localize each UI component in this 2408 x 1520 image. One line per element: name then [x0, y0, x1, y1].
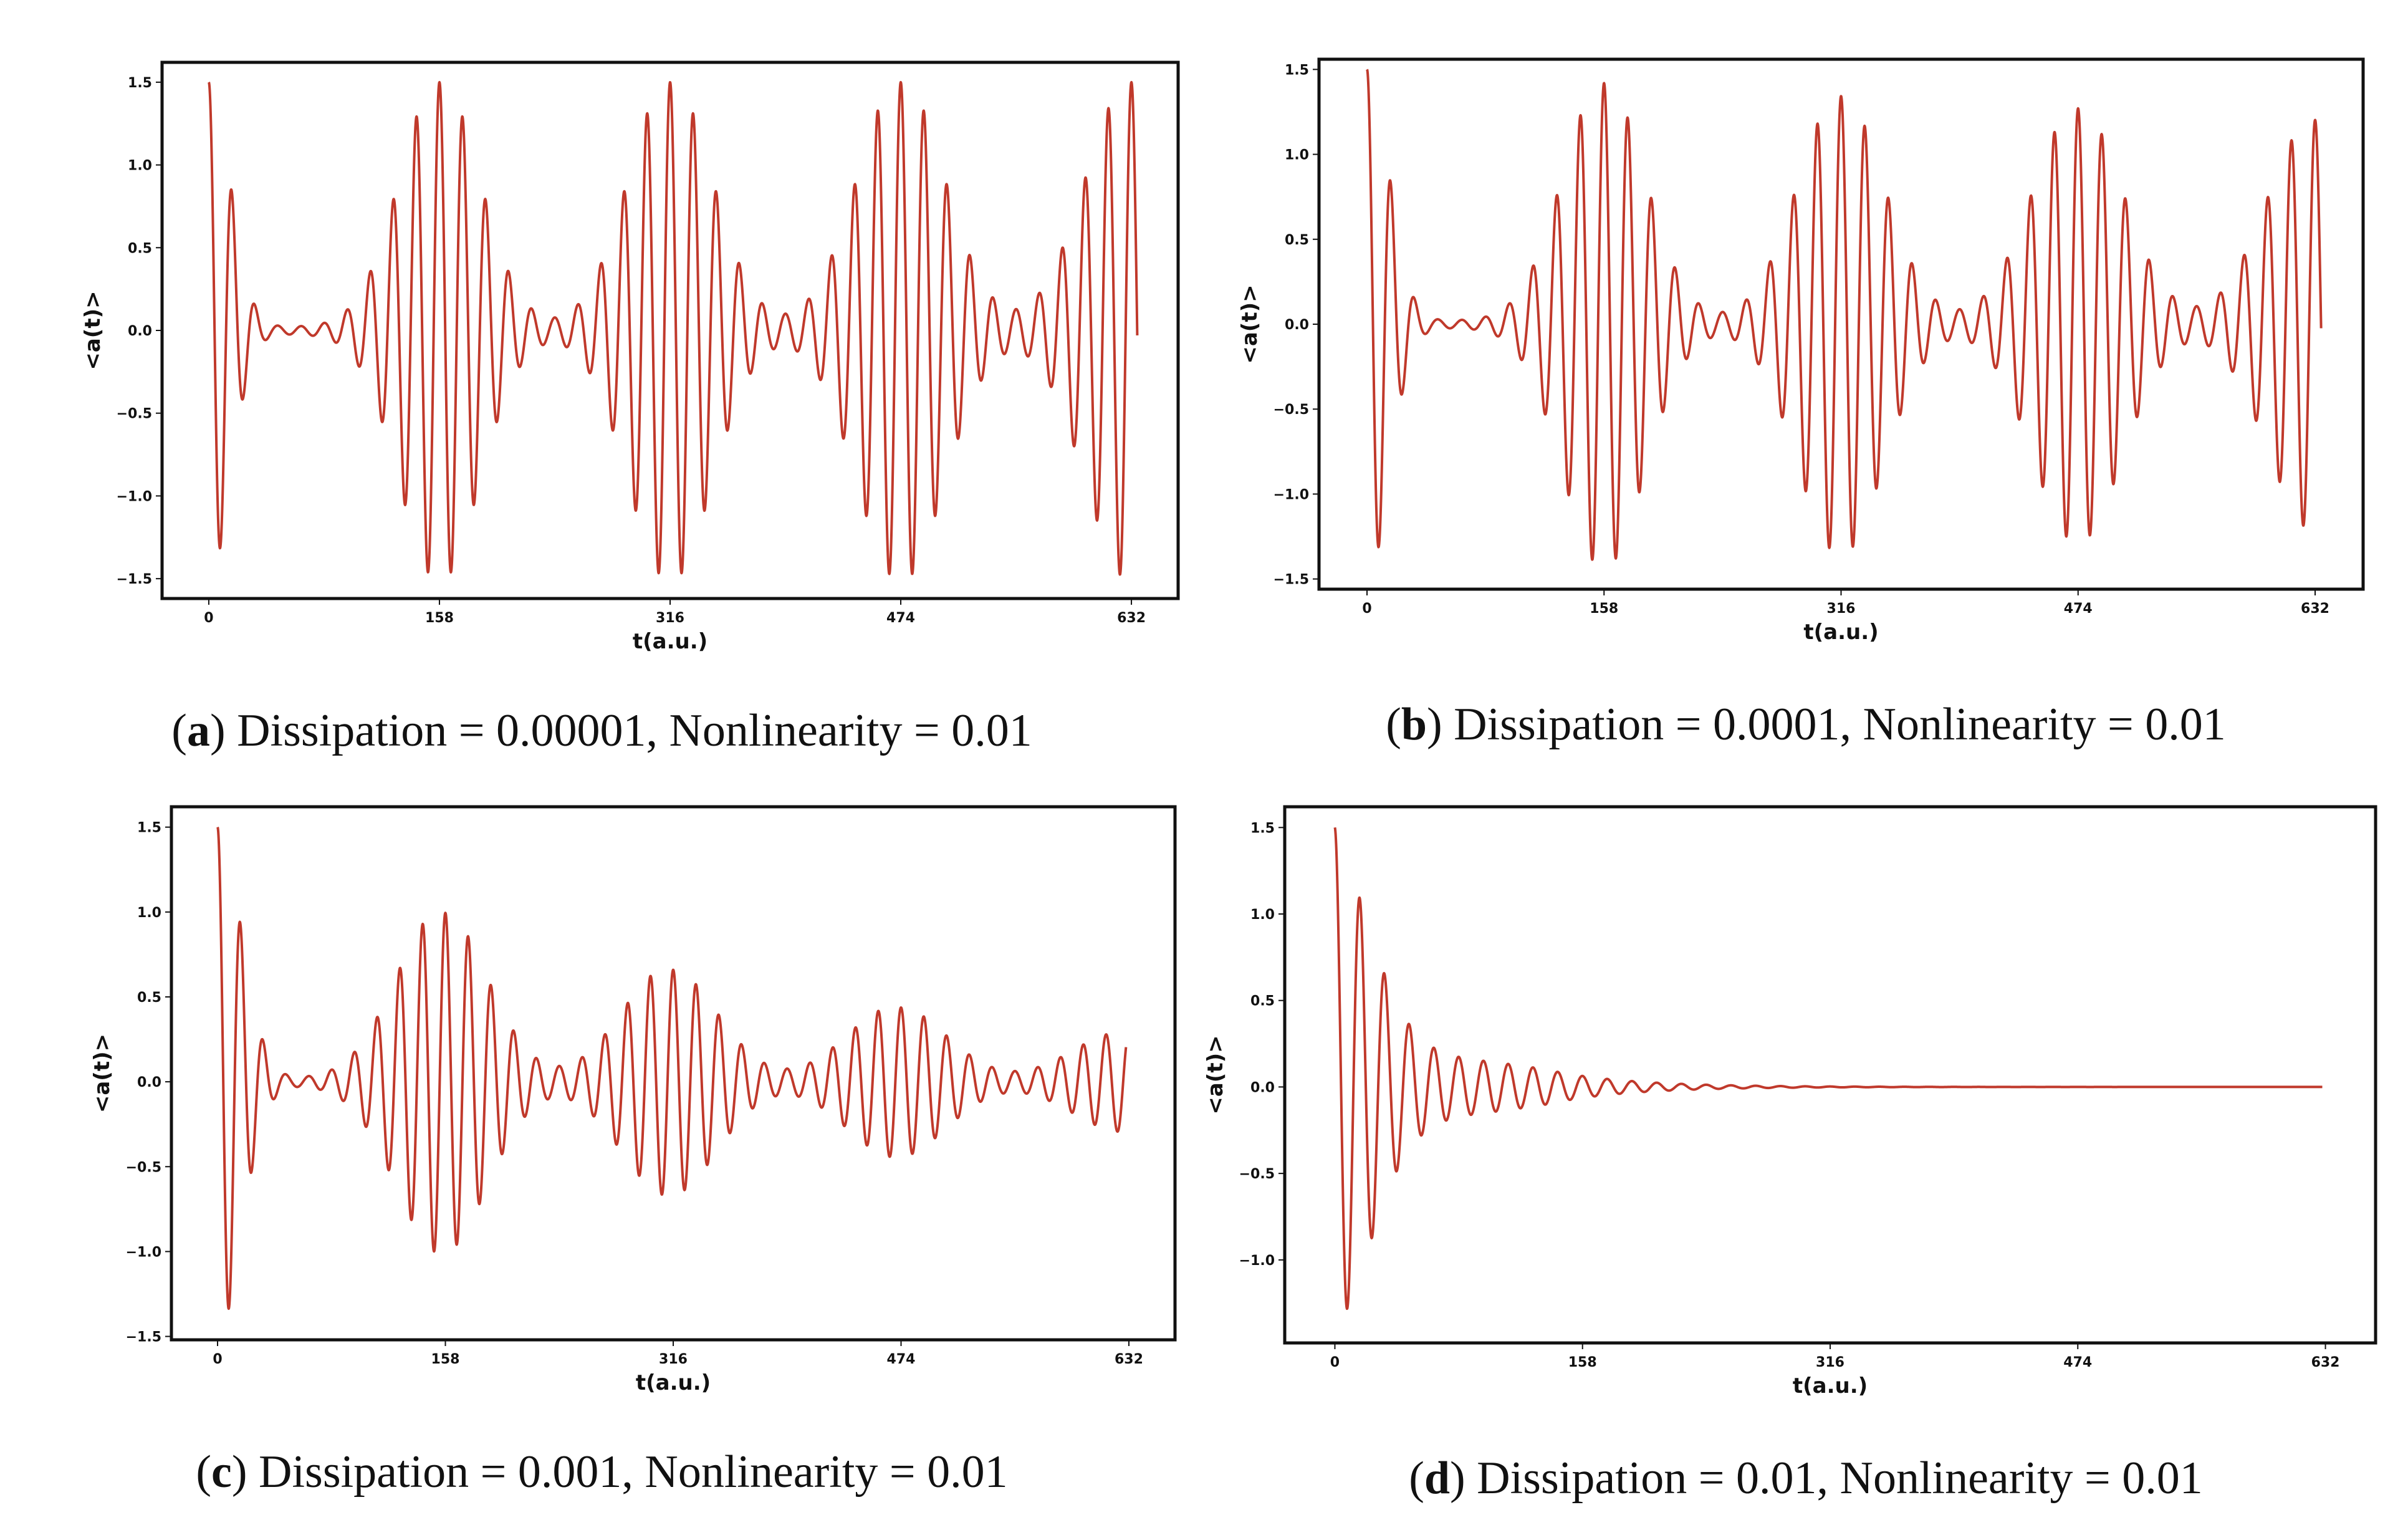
- y-tick-label-b-2: 0.5: [1285, 233, 1309, 248]
- y-tick-label-d-4: −0.5: [1239, 1166, 1275, 1182]
- y-tick-label-c-5: −1.0: [126, 1244, 161, 1260]
- chart-c-svg: 1.5 1.0 0.5 0.0 −0.5 −1.0 −1.5 0 158 316 474 632 t(a…: [90, 805, 1177, 1395]
- caption-letter-d: d: [1424, 1453, 1451, 1504]
- x-tick-label-a-3: 474: [886, 610, 915, 626]
- y-axis-label-c: <a(t)>: [90, 1034, 115, 1113]
- caption-letter-b: b: [1401, 699, 1427, 750]
- y-tick-label-a-1: 1.0: [128, 158, 152, 174]
- y-tick-label-a-4: −0.5: [117, 406, 152, 422]
- y-tick-label-d-5: −1.0: [1239, 1253, 1275, 1269]
- chart-panel-a: 1.5 1.0 0.5 0.0 −0.5 −1.0 −1.5 0 158 316 474 632 t(a…: [0, 0, 1204, 760]
- caption-letter-a: a: [186, 705, 210, 756]
- y-tick-label-c-2: 0.5: [137, 990, 161, 1006]
- caption-text-a: Dissipation = 0.00001, Nonlinearity = 0.…: [237, 705, 1032, 756]
- caption-b: (b) Dissipation = 0.0001, Nonlinearity =…: [1386, 699, 2226, 750]
- y-tick-label-c-1: 1.0: [137, 905, 161, 921]
- x-tick-label-b-3: 474: [2064, 601, 2093, 617]
- y-tick-label-a-2: 0.5: [128, 241, 152, 256]
- x-tick-label-c-4: 632: [1115, 1352, 1143, 1367]
- y-tick-label-b-6: −1.5: [1274, 572, 1309, 588]
- caption-text-b: Dissipation = 0.0001, Nonlinearity = 0.0…: [1454, 699, 2226, 750]
- x-tick-label-b-0: 0: [1362, 601, 1371, 617]
- caption-text-d: Dissipation = 0.01, Nonlinearity = 0.01: [1477, 1453, 2203, 1504]
- y-tick-label-b-4: −0.5: [1274, 402, 1309, 418]
- y-axis-label-d: <a(t)>: [1203, 1035, 1228, 1114]
- x-tick-label-c-0: 0: [213, 1352, 222, 1367]
- y-tick-label-d-2: 0.5: [1250, 994, 1275, 1009]
- x-tick-label-d-3: 474: [2063, 1355, 2092, 1370]
- x-tick-label-d-0: 0: [1330, 1355, 1340, 1370]
- chart-panel-b: 1.5 1.0 0.5 0.0 −0.5 −1.0 −1.5 0 158 316 474 632 t(a…: [1204, 0, 2408, 760]
- x-tick-label-b-2: 316: [1827, 601, 1856, 617]
- series-line-d: [1333, 827, 2324, 1311]
- x-axis-label-b: t(a.u.): [1803, 620, 1878, 645]
- x-tick-label-d-2: 316: [1816, 1355, 1844, 1370]
- x-axis-label-d: t(a.u.): [1793, 1373, 1868, 1398]
- caption-text-c: Dissipation = 0.001, Nonlinearity = 0.01: [259, 1446, 1008, 1498]
- x-tick-label-a-4: 632: [1117, 610, 1146, 626]
- chart-b-svg: 1.5 1.0 0.5 0.0 −0.5 −1.0 −1.5 0 158 316 474 632 t(a…: [1237, 57, 2365, 645]
- caption-c: (c) Dissipation = 0.001, Nonlinearity = …: [196, 1446, 1008, 1498]
- y-axis-label-b: <a(t)>: [1237, 284, 1262, 363]
- y-tick-label-a-3: 0.0: [128, 324, 152, 339]
- chart-panel-d: 1.5 1.0 0.5 0.0 −0.5 −1.0 0 158 316 474 632 t(a.u.)…: [1203, 760, 2408, 1520]
- x-tick-label-c-2: 316: [659, 1352, 688, 1367]
- x-axis-label-a: t(a.u.): [633, 629, 708, 654]
- y-tick-label-d-3: 0.0: [1250, 1080, 1275, 1095]
- caption-a: (a) Dissipation = 0.00001, Nonlinearity …: [171, 705, 1032, 756]
- x-tick-label-a-2: 316: [656, 610, 684, 626]
- y-tick-label-d-0: 1.5: [1250, 820, 1275, 836]
- y-tick-label-c-3: 0.0: [137, 1075, 161, 1090]
- plot-frame-a: [160, 60, 1180, 600]
- x-tick-label-b-4: 632: [2301, 601, 2329, 617]
- x-tick-label-d-4: 632: [2311, 1355, 2340, 1370]
- y-tick-label-c-0: 1.5: [137, 820, 161, 836]
- y-tick-label-a-0: 1.5: [128, 75, 152, 91]
- caption-d: (d) Dissipation = 0.01, Nonlinearity = 0…: [1409, 1453, 2203, 1504]
- y-tick-label-c-6: −1.5: [126, 1330, 161, 1345]
- chart-panel-c: 1.5 1.0 0.5 0.0 −0.5 −1.0 −1.5 0 158 316 474 632 t(a…: [0, 760, 1204, 1520]
- plot-frame-c: [170, 805, 1177, 1342]
- series-line-a: [208, 80, 1139, 576]
- x-tick-label-a-0: 0: [204, 610, 213, 626]
- y-tick-label-d-1: 1.0: [1250, 907, 1275, 923]
- series-line-c: [216, 826, 1128, 1311]
- x-tick-label-c-1: 158: [431, 1352, 460, 1367]
- chart-d-svg: 1.5 1.0 0.5 0.0 −0.5 −1.0 0 158 316 474 632 t(a.u.)…: [1203, 805, 2377, 1398]
- x-axis-label-c: t(a.u.): [636, 1370, 711, 1395]
- chart-a-svg: 1.5 1.0 0.5 0.0 −0.5 −1.0 −1.5 0 158 316 474 632 t(a…: [80, 60, 1180, 654]
- y-tick-label-b-3: 0.0: [1285, 317, 1309, 333]
- y-tick-label-a-6: −1.5: [117, 572, 152, 587]
- x-tick-label-d-1: 158: [1568, 1355, 1597, 1370]
- y-tick-label-b-0: 1.5: [1285, 62, 1309, 78]
- y-tick-label-a-5: −1.0: [117, 489, 152, 504]
- y-tick-label-c-4: −0.5: [126, 1160, 161, 1175]
- y-tick-label-b-1: 1.0: [1285, 148, 1309, 163]
- y-axis-label-a: <a(t)>: [80, 291, 105, 370]
- x-tick-label-a-1: 158: [425, 610, 454, 626]
- caption-letter-c: c: [211, 1446, 232, 1498]
- x-tick-label-b-1: 158: [1590, 601, 1618, 617]
- plot-frame-d: [1283, 805, 2377, 1345]
- plot-frame-b: [1317, 57, 2365, 591]
- y-tick-label-b-5: −1.0: [1274, 487, 1309, 503]
- series-line-b: [1366, 69, 2323, 561]
- x-tick-label-c-3: 474: [887, 1352, 916, 1367]
